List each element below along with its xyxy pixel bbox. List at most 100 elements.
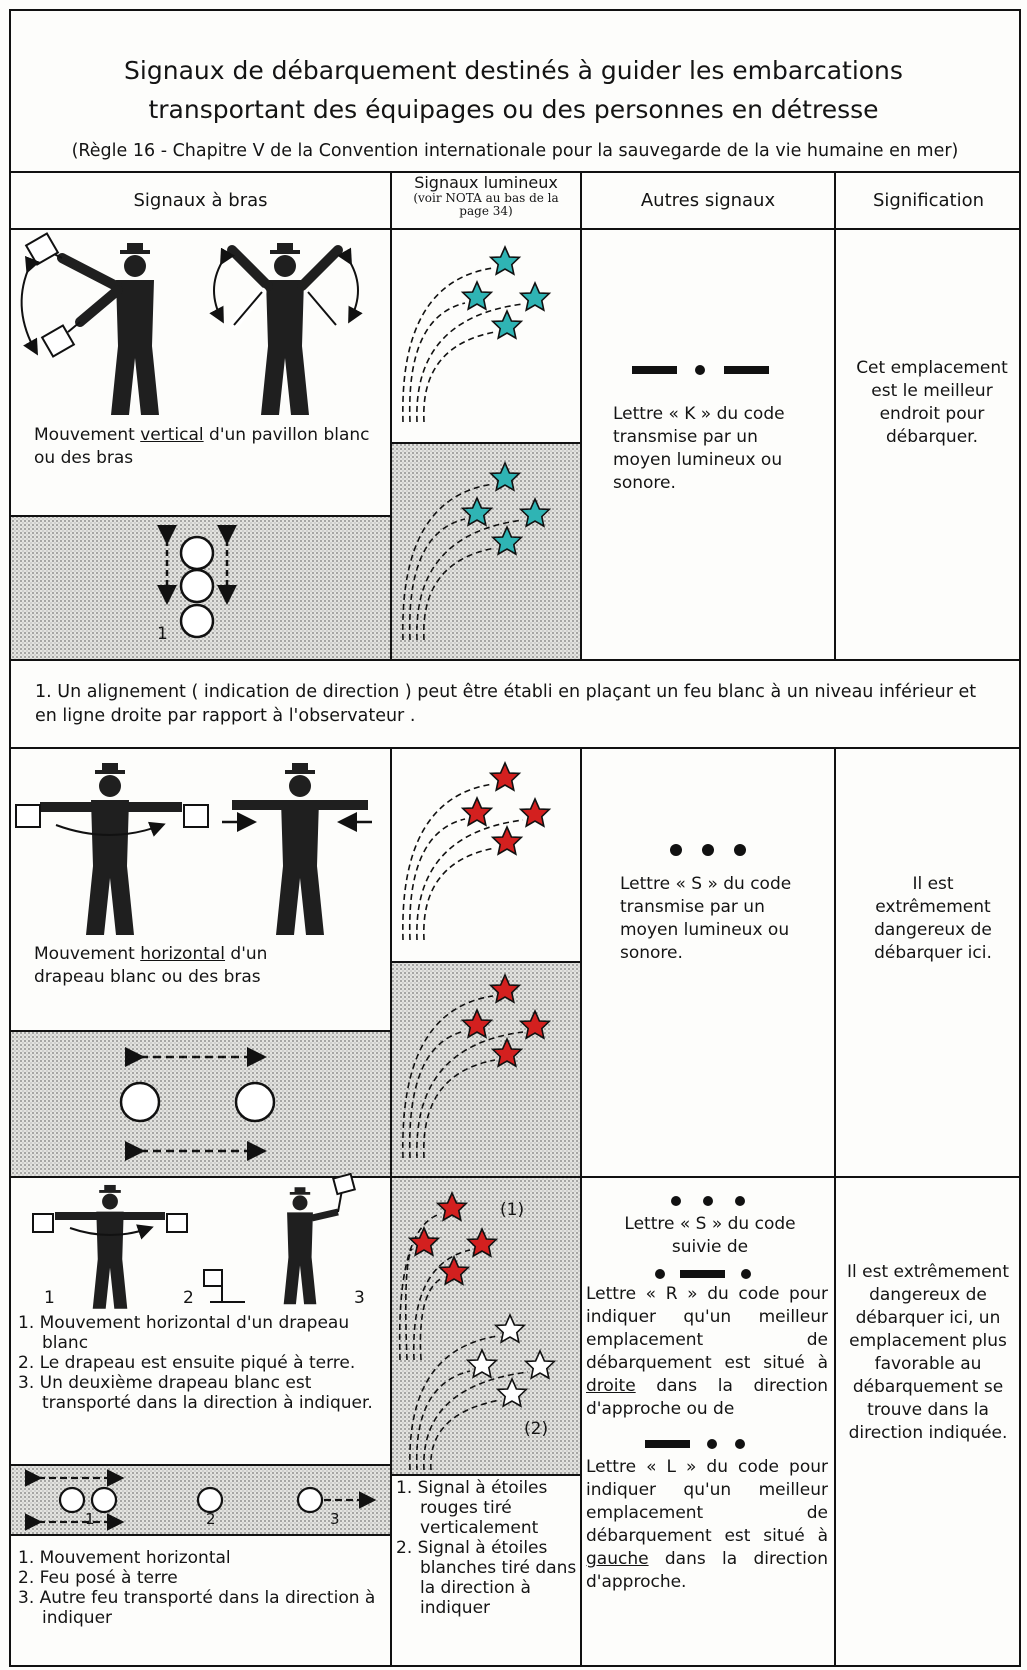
other-signal-text: Lettre « K » du code transmise par un mo… xyxy=(613,404,785,493)
arm-signal-figure xyxy=(111,243,159,415)
gray-panels xyxy=(391,443,581,660)
arm-signal-figure xyxy=(57,253,123,292)
column-header: Signaux lumineux xyxy=(414,173,558,192)
column-header: Signaux à bras xyxy=(133,190,268,211)
note: 1. Un alignement ( indication de directi… xyxy=(35,682,977,726)
arm-signal-figure xyxy=(203,1269,223,1287)
step: 3. Un deuxième drapeau blanc est transpo… xyxy=(18,1373,373,1413)
figure-label: 1 xyxy=(157,624,168,644)
star-signal xyxy=(491,310,523,339)
arm-signal-figure xyxy=(337,247,363,324)
star-signal xyxy=(416,519,524,641)
star-signal xyxy=(408,818,466,941)
morse-signal xyxy=(741,1269,751,1279)
star-signal xyxy=(430,1399,501,1471)
arm-signal-figure xyxy=(276,763,324,935)
star-signal xyxy=(398,1213,441,1361)
text: Mouvement xyxy=(34,944,141,964)
arm-signal-figure xyxy=(15,763,372,935)
star-signal xyxy=(402,783,494,941)
light-movement-figure xyxy=(234,1081,276,1123)
morse-signal xyxy=(707,1439,717,1449)
text: horizontal xyxy=(140,944,226,964)
arm-signal-figure xyxy=(86,763,134,935)
arm-signal-figure xyxy=(15,804,41,828)
light-alignment-figure xyxy=(179,603,215,639)
arm-signal-figure xyxy=(32,1172,356,1309)
light-movement-figure xyxy=(58,1486,86,1514)
morse-signal xyxy=(671,1196,681,1206)
arm-signal-figure xyxy=(227,245,273,291)
light-steps: 1. Mouvement horizontal 2. Feu posé à te… xyxy=(18,1548,380,1628)
star-label: (1) xyxy=(500,1200,525,1220)
arm-signal-figure xyxy=(209,247,235,324)
text: droite xyxy=(586,1376,636,1396)
morse-signal xyxy=(734,844,746,856)
table-rules xyxy=(9,9,1021,1667)
arm-signal-figure xyxy=(20,255,40,356)
gray-panels xyxy=(391,962,581,1177)
text: vertical xyxy=(140,425,204,445)
light-movement-figure xyxy=(196,1486,224,1514)
star-signal xyxy=(489,762,521,791)
light-movement-figure xyxy=(296,1486,324,1514)
text: dans la direction d'approche. xyxy=(586,1549,828,1592)
morse-signal xyxy=(695,365,705,375)
step: 2. Feu posé à terre xyxy=(18,1568,178,1588)
arm-signal-figure xyxy=(69,1224,154,1240)
column-header: Autres signaux xyxy=(640,190,776,211)
morse-signal xyxy=(670,844,682,856)
arm-signal-figure xyxy=(297,245,343,291)
arm-signal-figure xyxy=(332,1172,356,1196)
title: transportant des équipages ou des person… xyxy=(148,95,879,124)
star-signal xyxy=(461,797,493,826)
star-signal xyxy=(461,281,493,310)
subtitle: (Règle 16 - Chapitre V de la Convention … xyxy=(71,141,959,161)
other-signal-text: Lettre « S » du code transmise par un mo… xyxy=(620,874,792,963)
meaning: Cet emplacement est le meilleur endroit … xyxy=(856,358,1008,447)
morse-signal xyxy=(703,1196,713,1206)
arm-signal-figure xyxy=(233,291,263,326)
step: 2. Signal à étoiles blanches tiré dans l… xyxy=(396,1538,577,1618)
light-alignment-figure xyxy=(179,535,215,571)
figure-label: 3 xyxy=(354,1288,365,1308)
star-signal xyxy=(423,547,496,641)
star-signal xyxy=(408,518,466,641)
arm-signal-figure xyxy=(311,1208,339,1222)
star-signal xyxy=(423,331,496,423)
star-signal xyxy=(402,483,494,641)
figure-label: 1 xyxy=(85,1510,95,1528)
gray-panels xyxy=(10,1031,391,1177)
arm-signal-figure xyxy=(67,321,81,333)
morse-signal xyxy=(632,366,677,374)
text: d'un drapeau blanc ou des bras xyxy=(34,944,268,987)
text: gauche xyxy=(586,1549,649,1569)
light-movement-figure xyxy=(24,1469,377,1531)
star-signal xyxy=(416,1031,524,1159)
star-signal xyxy=(408,302,466,423)
arm-caption: Mouvement vertical d'un pavillon blanc o… xyxy=(34,424,384,470)
morse-signal xyxy=(735,1439,745,1449)
meaning: Il est extrêmement dangereux de débarque… xyxy=(874,874,992,963)
arm-signal-figure xyxy=(307,291,337,326)
light-movement-figure xyxy=(119,1047,276,1161)
star-signal xyxy=(408,1030,466,1159)
star-label: (2) xyxy=(524,1419,549,1439)
arm-signal-figure xyxy=(166,1213,188,1233)
step: 3. Autre feu transporté dans la directio… xyxy=(18,1588,376,1628)
figure-label: 2 xyxy=(206,1510,216,1528)
morse-signal xyxy=(680,1270,725,1278)
star-signal xyxy=(416,819,524,941)
arm-signal-figure xyxy=(283,1187,317,1305)
star-signal xyxy=(412,1249,471,1361)
arm-signal-figure xyxy=(92,1184,128,1309)
text: Lettre « S » du code xyxy=(624,1214,796,1234)
morse-signal xyxy=(735,1196,745,1206)
other-signal-text: Lettre « S » du code suivie de xyxy=(590,1213,830,1259)
step: 2. Le drapeau est ensuite piqué à terre. xyxy=(18,1353,356,1373)
arm-signal-figure xyxy=(55,821,166,837)
column-header: Signification xyxy=(872,190,984,211)
morse-signal xyxy=(632,365,769,1449)
